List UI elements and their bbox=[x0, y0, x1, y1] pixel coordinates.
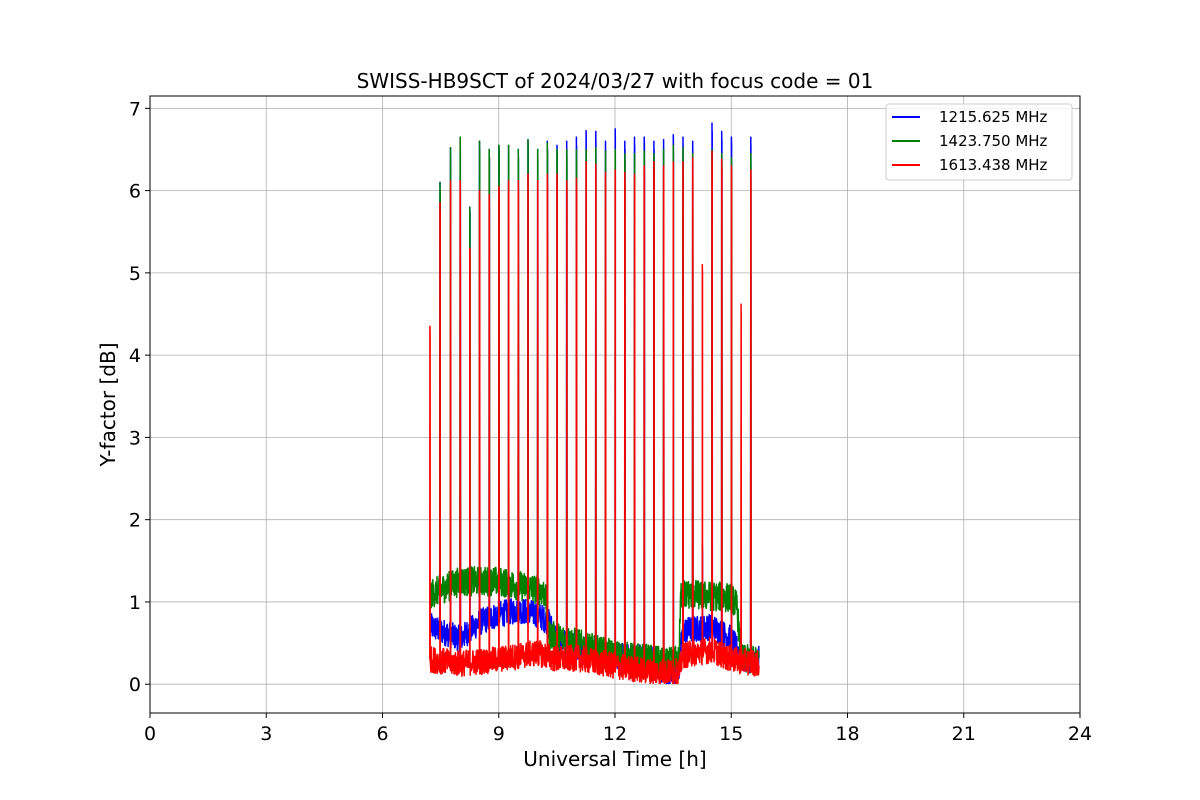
y-tick-label: 6 bbox=[129, 181, 141, 203]
x-tick-label: 15 bbox=[719, 723, 743, 745]
y-tick-label: 1 bbox=[129, 592, 141, 614]
legend-label: 1423.750 MHz bbox=[939, 132, 1048, 150]
y-tick-label: 7 bbox=[129, 98, 141, 120]
legend-label: 1613.438 MHz bbox=[939, 156, 1048, 174]
y-tick-label: 2 bbox=[129, 510, 141, 532]
chart-title: SWISS-HB9SCT of 2024/03/27 with focus co… bbox=[357, 69, 874, 93]
x-tick-label: 24 bbox=[1068, 723, 1092, 745]
legend: 1215.625 MHz 1423.750 MHz 1613.438 MHz bbox=[885, 103, 1073, 181]
x-tick-label: 18 bbox=[835, 723, 859, 745]
y-tick-label: 5 bbox=[129, 263, 141, 285]
legend-label: 1215.625 MHz bbox=[939, 108, 1048, 126]
y-tick-label: 4 bbox=[129, 345, 141, 367]
x-tick-label: 0 bbox=[144, 723, 156, 745]
x-tick-label: 3 bbox=[260, 723, 272, 745]
plot-series bbox=[429, 122, 760, 685]
x-tick-label: 9 bbox=[493, 723, 505, 745]
x-axis-label: Universal Time [h] bbox=[523, 747, 706, 771]
series-line bbox=[429, 150, 760, 685]
x-tick-label: 6 bbox=[376, 723, 388, 745]
x-tick-label: 12 bbox=[603, 723, 627, 745]
y-tick-label: 0 bbox=[129, 674, 141, 696]
x-tick-label: 21 bbox=[952, 723, 976, 745]
y-axis-label: Y-factor [dB] bbox=[96, 342, 120, 467]
y-tick-label: 3 bbox=[129, 427, 141, 449]
legend-box bbox=[885, 103, 1073, 181]
